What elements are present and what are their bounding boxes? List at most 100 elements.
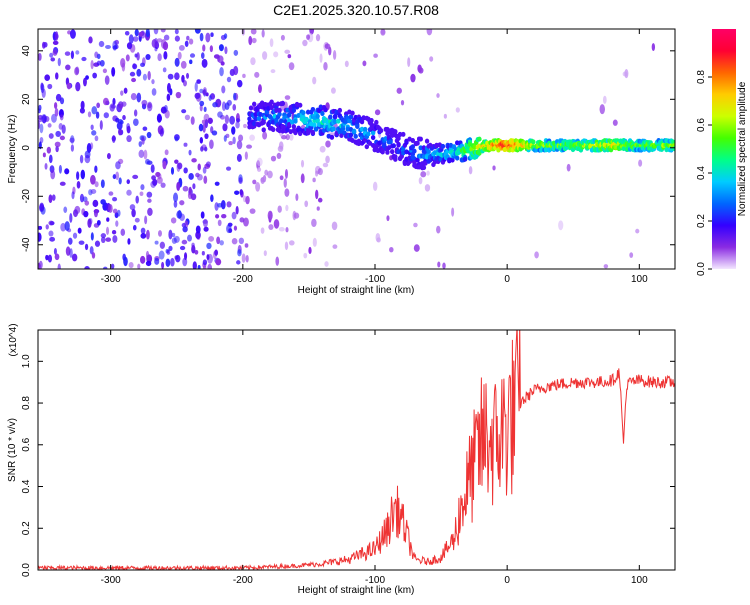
spectrogram-noise-cell <box>43 41 48 48</box>
spectrogram-noise-cell <box>267 170 273 179</box>
spectrogram-noise-cell <box>264 169 269 176</box>
spectrogram-noise-cell <box>138 31 143 37</box>
spectrogram-noise-cell <box>217 219 222 227</box>
spectrogram-noise-cell <box>53 102 58 109</box>
spectrogram-noise-cell <box>302 39 308 47</box>
spectrogram-noise-cell <box>289 133 294 141</box>
spectrogram-ridge-cell <box>455 140 460 146</box>
spectrogram-noise-cell <box>254 71 260 78</box>
spectrogram-noise-cell <box>362 60 367 67</box>
spectrogram-noise-cell <box>157 53 162 62</box>
spectrogram-ridge-cell <box>261 119 266 125</box>
spectrogram-noise-cell <box>273 219 280 229</box>
spectrogram-noise-cell <box>534 251 539 259</box>
spectrogram-noise-cell <box>42 152 46 158</box>
spectrogram-noise-cell <box>167 82 171 93</box>
spectrogram-noise-cell <box>57 263 61 269</box>
spectrogram-noise-cell <box>203 226 209 232</box>
spectrogram-noise-cell <box>44 163 48 170</box>
spectrogram-noise-cell <box>273 51 279 58</box>
spectrogram-ridge-cell <box>440 143 446 149</box>
x-tick-label: -300 <box>101 575 121 586</box>
spectrogram-noise-cell <box>198 123 204 132</box>
spectrogram-noise-cell <box>203 113 210 123</box>
spectrogram-noise-cell <box>87 218 92 228</box>
spectrogram-noise-cell <box>145 29 150 38</box>
spectrogram-noise-cell <box>94 51 99 59</box>
spectrogram-noise-cell <box>443 113 447 119</box>
spectrogram-noise-cell <box>111 134 116 144</box>
spectrogram-noise-cell <box>165 258 171 267</box>
spectrogram-noise-cell <box>134 29 139 37</box>
spectrogram-noise-cell <box>78 240 85 245</box>
spectrogram-noise-cell <box>288 62 295 71</box>
spectrogram-noise-cell <box>246 144 253 149</box>
spectrogram-noise-cell <box>38 117 43 123</box>
spectrogram-noise-cell <box>65 64 71 71</box>
spectrogram-ridge-cell <box>396 142 401 148</box>
spectrogram-noise-cell <box>70 135 75 144</box>
spectrogram-noise-cell <box>436 225 441 234</box>
spectrogram-noise-cell <box>174 29 179 35</box>
spectrogram-noise-cell <box>181 109 187 114</box>
spectrogram-noise-cell <box>140 184 145 191</box>
spectrogram-noise-cell <box>284 49 291 54</box>
spectrogram-noise-cell <box>98 40 105 48</box>
spectrogram-noise-cell <box>201 58 208 68</box>
spectrogram-noise-cell <box>199 100 205 107</box>
spectrogram-noise-cell <box>221 85 226 94</box>
spectrogram-ridge-cell <box>412 148 417 154</box>
spectrogram-noise-cell <box>181 239 188 245</box>
spectrogram-noise-cell <box>156 38 163 43</box>
spectrogram-noise-cell <box>234 190 240 195</box>
snr-y-multiplier: (x10^4) <box>8 323 19 356</box>
spectrogram-noise-cell <box>389 246 394 253</box>
spectrogram-noise-cell <box>39 202 45 211</box>
spectrogram-noise-cell <box>332 244 338 249</box>
spectrogram-ridge-cell <box>261 127 266 133</box>
spectrogram-noise-cell <box>84 200 90 206</box>
spectrogram-noise-cell <box>188 173 194 180</box>
spectrogram-noise-cell <box>166 93 171 102</box>
spectrogram-noise-cell <box>124 30 130 36</box>
spectrogram-noise-cell <box>288 240 295 246</box>
spectrogram-noise-cell <box>196 79 202 84</box>
spectrogram-noise-cell <box>231 211 237 220</box>
spectrogram-noise-cell <box>191 244 196 254</box>
spectrogram-noise-cell <box>96 102 101 109</box>
spectrogram-noise-cell <box>137 263 141 269</box>
spectrogram-noise-cell <box>426 170 430 176</box>
spectrogram-noise-cell <box>268 224 274 230</box>
spectrogram-noise-cell <box>235 205 239 215</box>
spectrogram-noise-cell <box>154 257 160 265</box>
spectrogram-noise-cell <box>209 45 213 53</box>
spectrogram-noise-cell <box>126 42 133 50</box>
spectrogram-noise-cell <box>566 163 571 172</box>
spectrogram-noise-cell <box>622 71 628 77</box>
spectrogram-noise-cell <box>47 83 53 90</box>
snr-y-axis: 0.0 0.2 0.4 0.6 0.8 1.0 <box>21 354 675 577</box>
spectrogram-noise-cell <box>115 220 119 227</box>
spectrogram-noise-cell <box>59 135 66 141</box>
spectrogram-noise-cell <box>162 67 167 73</box>
spectrogram-ridge-cell <box>410 138 415 144</box>
spectrogram-ridge-cell <box>378 128 384 134</box>
spectrogram-noise-cell <box>256 157 263 167</box>
spectrogram-noise-cell <box>188 186 192 194</box>
spectrogram-noise-cell <box>102 266 108 269</box>
spectrogram-noise-cell <box>167 73 174 80</box>
spectrogram-noise-cell <box>202 218 208 228</box>
spectrogram-noise-cell <box>262 51 268 60</box>
spectrogram-noise-cell <box>132 224 137 231</box>
spectrogram-noise-cell <box>206 242 212 250</box>
spectrogram-noise-cell <box>603 264 609 269</box>
spectrogram-noise-cell <box>220 200 226 210</box>
spectrogram-noise-cell <box>170 257 175 267</box>
spectrogram-noise-cell <box>372 181 378 191</box>
spectrogram-noise-cell <box>418 177 423 185</box>
spectrogram-noise-cell <box>451 207 455 217</box>
spectrogram-noise-cell <box>599 104 605 115</box>
spectrogram-noise-cell <box>69 29 76 39</box>
spectrogram-noise-cell <box>312 76 317 85</box>
